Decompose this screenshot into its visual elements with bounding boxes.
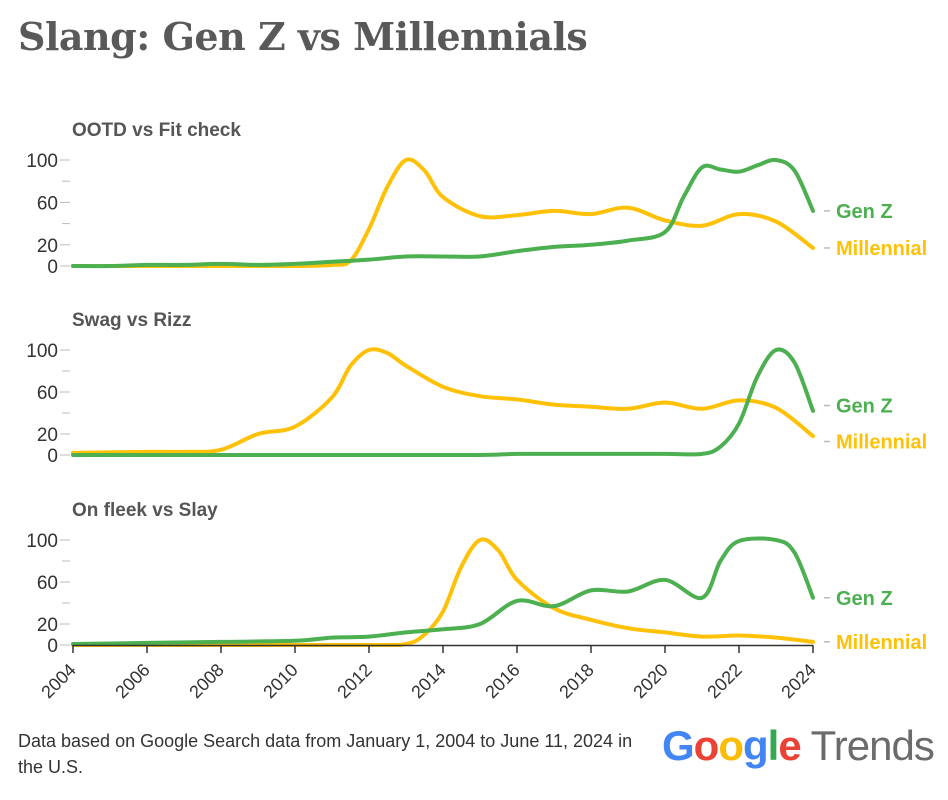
y-tick-label: 20 <box>37 615 58 636</box>
logo-product-name: Trends <box>810 722 935 769</box>
x-tick-label: 2024 <box>777 660 819 702</box>
y-tick-label: 20 <box>37 236 58 257</box>
x-tick-label: 2004 <box>37 660 79 702</box>
series-label-millennial: Millennial <box>836 632 927 654</box>
series-line-gen-z <box>71 347 815 458</box>
series-line-gen-z <box>71 157 815 269</box>
logo-letter: e <box>778 722 801 769</box>
y-tick-label: 100 <box>26 531 58 552</box>
google-trends-logo: Google Trends <box>662 722 935 770</box>
logo-letter: o <box>693 722 720 769</box>
x-tick-label: 2014 <box>407 660 449 702</box>
y-tick-label: 100 <box>26 341 58 362</box>
x-tick-label: 2018 <box>555 660 597 702</box>
x-tick-label: 2010 <box>259 660 301 702</box>
data-source-note: Data based on Google Search data from Ja… <box>18 731 633 777</box>
x-tick-label: 2008 <box>185 660 227 702</box>
series-label-gen-z: Gen Z <box>836 396 893 418</box>
y-tick-label: 60 <box>37 193 58 214</box>
y-tick-label: 60 <box>37 383 58 404</box>
logo-letter: o <box>718 722 744 769</box>
series-line-millennial <box>71 157 815 269</box>
y-tick-label: 0 <box>47 636 58 657</box>
x-tick-label: 2020 <box>629 660 671 702</box>
logo-letter: g <box>742 722 769 769</box>
series-label-millennial: Millennial <box>836 432 927 454</box>
logo-letter: l <box>767 722 780 769</box>
series-line-gen-z <box>71 536 815 646</box>
panel-title: Swag vs Rizz <box>72 310 191 331</box>
x-tick-label: 2006 <box>111 660 153 702</box>
panel-title: OOTD vs Fit check <box>72 120 241 141</box>
y-tick-label: 20 <box>37 425 58 446</box>
x-tick-label: 2012 <box>333 660 375 702</box>
series-label-gen-z: Gen Z <box>836 201 893 223</box>
x-tick-label: 2022 <box>703 660 745 702</box>
logo-letter: G <box>662 722 695 769</box>
series-label-gen-z: Gen Z <box>836 588 893 610</box>
x-tick-label: 2016 <box>481 660 523 702</box>
y-tick-label: 60 <box>37 573 58 594</box>
panel-title: On fleek vs Slay <box>72 500 218 521</box>
series-label-millennial: Millennial <box>836 238 927 260</box>
y-tick-label: 0 <box>47 257 58 278</box>
y-tick-label: 100 <box>26 151 58 172</box>
page-title: Slang: Gen Z vs Millennials <box>18 14 588 59</box>
series-line-millennial <box>71 347 815 455</box>
y-tick-label: 0 <box>47 446 58 467</box>
